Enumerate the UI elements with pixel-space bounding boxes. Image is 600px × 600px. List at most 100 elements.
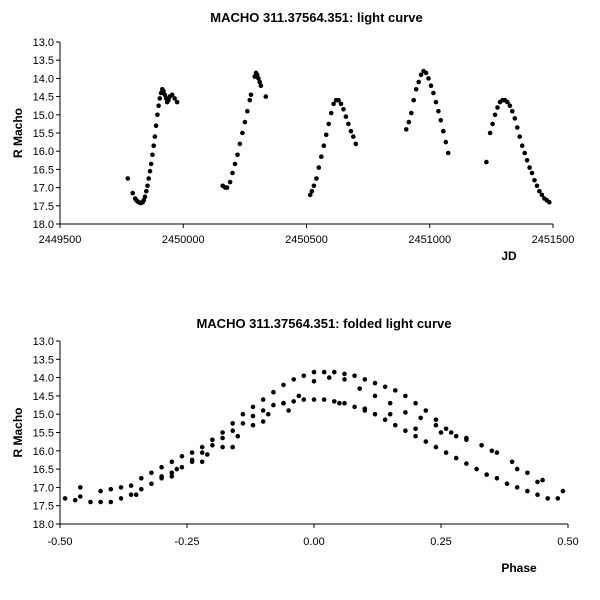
data-point [352, 404, 357, 410]
data-point [266, 411, 271, 417]
data-point [174, 466, 180, 472]
data-point [494, 476, 500, 481]
data-point [258, 83, 264, 88]
y-tick-label: 17.0 [33, 183, 54, 195]
data-point [426, 76, 431, 81]
data-point [141, 198, 147, 203]
data-point [232, 161, 238, 167]
data-point [151, 143, 156, 148]
x-tick-label: 2450000 [162, 234, 205, 246]
data-point [423, 408, 429, 413]
data-point [453, 433, 459, 439]
data-point [263, 94, 269, 99]
data-point [489, 448, 495, 454]
data-point [494, 450, 500, 455]
y-axis-label: R Macho [11, 108, 25, 158]
data-point [431, 90, 436, 96]
data-point [484, 472, 490, 477]
data-point [535, 479, 540, 485]
data-point [505, 99, 510, 105]
x-axis-label: Phase [501, 561, 537, 575]
data-point [169, 470, 175, 476]
chart-title: MACHO 311.37564.351: light curve [210, 10, 422, 25]
data-point [159, 474, 164, 479]
data-point [301, 397, 307, 402]
data-point [291, 399, 297, 404]
data-point [148, 161, 154, 167]
data-point [540, 477, 545, 483]
y-tick-label: 16.5 [33, 164, 54, 176]
data-point [362, 406, 368, 412]
data-point [346, 121, 351, 127]
data-point [353, 141, 359, 147]
data-point [145, 183, 150, 189]
data-point [260, 408, 266, 413]
data-point [387, 400, 393, 406]
data-point [235, 152, 240, 158]
data-point [319, 154, 324, 159]
data-point [139, 486, 144, 492]
y-tick-label: 13.5 [33, 55, 54, 67]
data-point [98, 488, 103, 494]
data-point [534, 183, 540, 189]
x-tick-label: 2449500 [39, 234, 82, 246]
data-point [321, 143, 327, 148]
data-point [336, 97, 341, 103]
data-point [260, 419, 266, 424]
data-point [372, 393, 378, 399]
data-point [245, 108, 250, 114]
data-point [343, 114, 349, 119]
data-point [250, 422, 256, 428]
data-point [271, 402, 276, 408]
data-point [147, 168, 153, 174]
data-point [189, 459, 195, 465]
data-point [515, 125, 520, 130]
data-point [321, 397, 327, 402]
data-point [128, 483, 134, 488]
data-point [108, 486, 114, 492]
data-point [230, 428, 235, 434]
y-tick-label: 16.5 [33, 464, 54, 476]
data-point [169, 474, 175, 479]
data-point [316, 165, 322, 170]
data-point [507, 103, 513, 108]
data-point [393, 388, 398, 393]
data-point [237, 141, 243, 147]
data-point [149, 481, 154, 487]
data-point [527, 165, 532, 170]
data-point [149, 470, 154, 476]
y-tick-label: 13.5 [33, 354, 54, 366]
data-point [224, 185, 230, 190]
data-point [525, 470, 530, 476]
y-tick-label: 15.5 [33, 428, 54, 440]
data-point [156, 103, 161, 108]
data-point [418, 72, 424, 78]
data-point [169, 92, 175, 98]
data-point [510, 108, 515, 114]
data-point [522, 150, 527, 156]
data-point [162, 92, 168, 98]
data-point [403, 393, 408, 399]
data-point [311, 397, 317, 402]
data-point [433, 422, 439, 428]
y-tick-label: 15.5 [33, 128, 54, 140]
data-point [133, 492, 139, 498]
data-point [535, 492, 540, 498]
data-point [413, 87, 419, 92]
y-tick-label: 13.0 [33, 37, 54, 49]
y-tick-label: 13.0 [33, 336, 54, 348]
data-point [514, 466, 520, 472]
y-tick-label: 14.5 [33, 391, 54, 403]
data-point [487, 130, 493, 136]
x-tick-label: 0.25 [430, 536, 451, 548]
data-point [403, 410, 408, 415]
data-point [337, 400, 342, 406]
data-point [351, 134, 356, 139]
data-point [545, 496, 550, 501]
data-point [438, 430, 444, 435]
data-point [220, 444, 225, 450]
data-point [125, 176, 131, 181]
data-point [189, 450, 195, 455]
data-point [436, 108, 441, 114]
data-point [88, 499, 93, 505]
